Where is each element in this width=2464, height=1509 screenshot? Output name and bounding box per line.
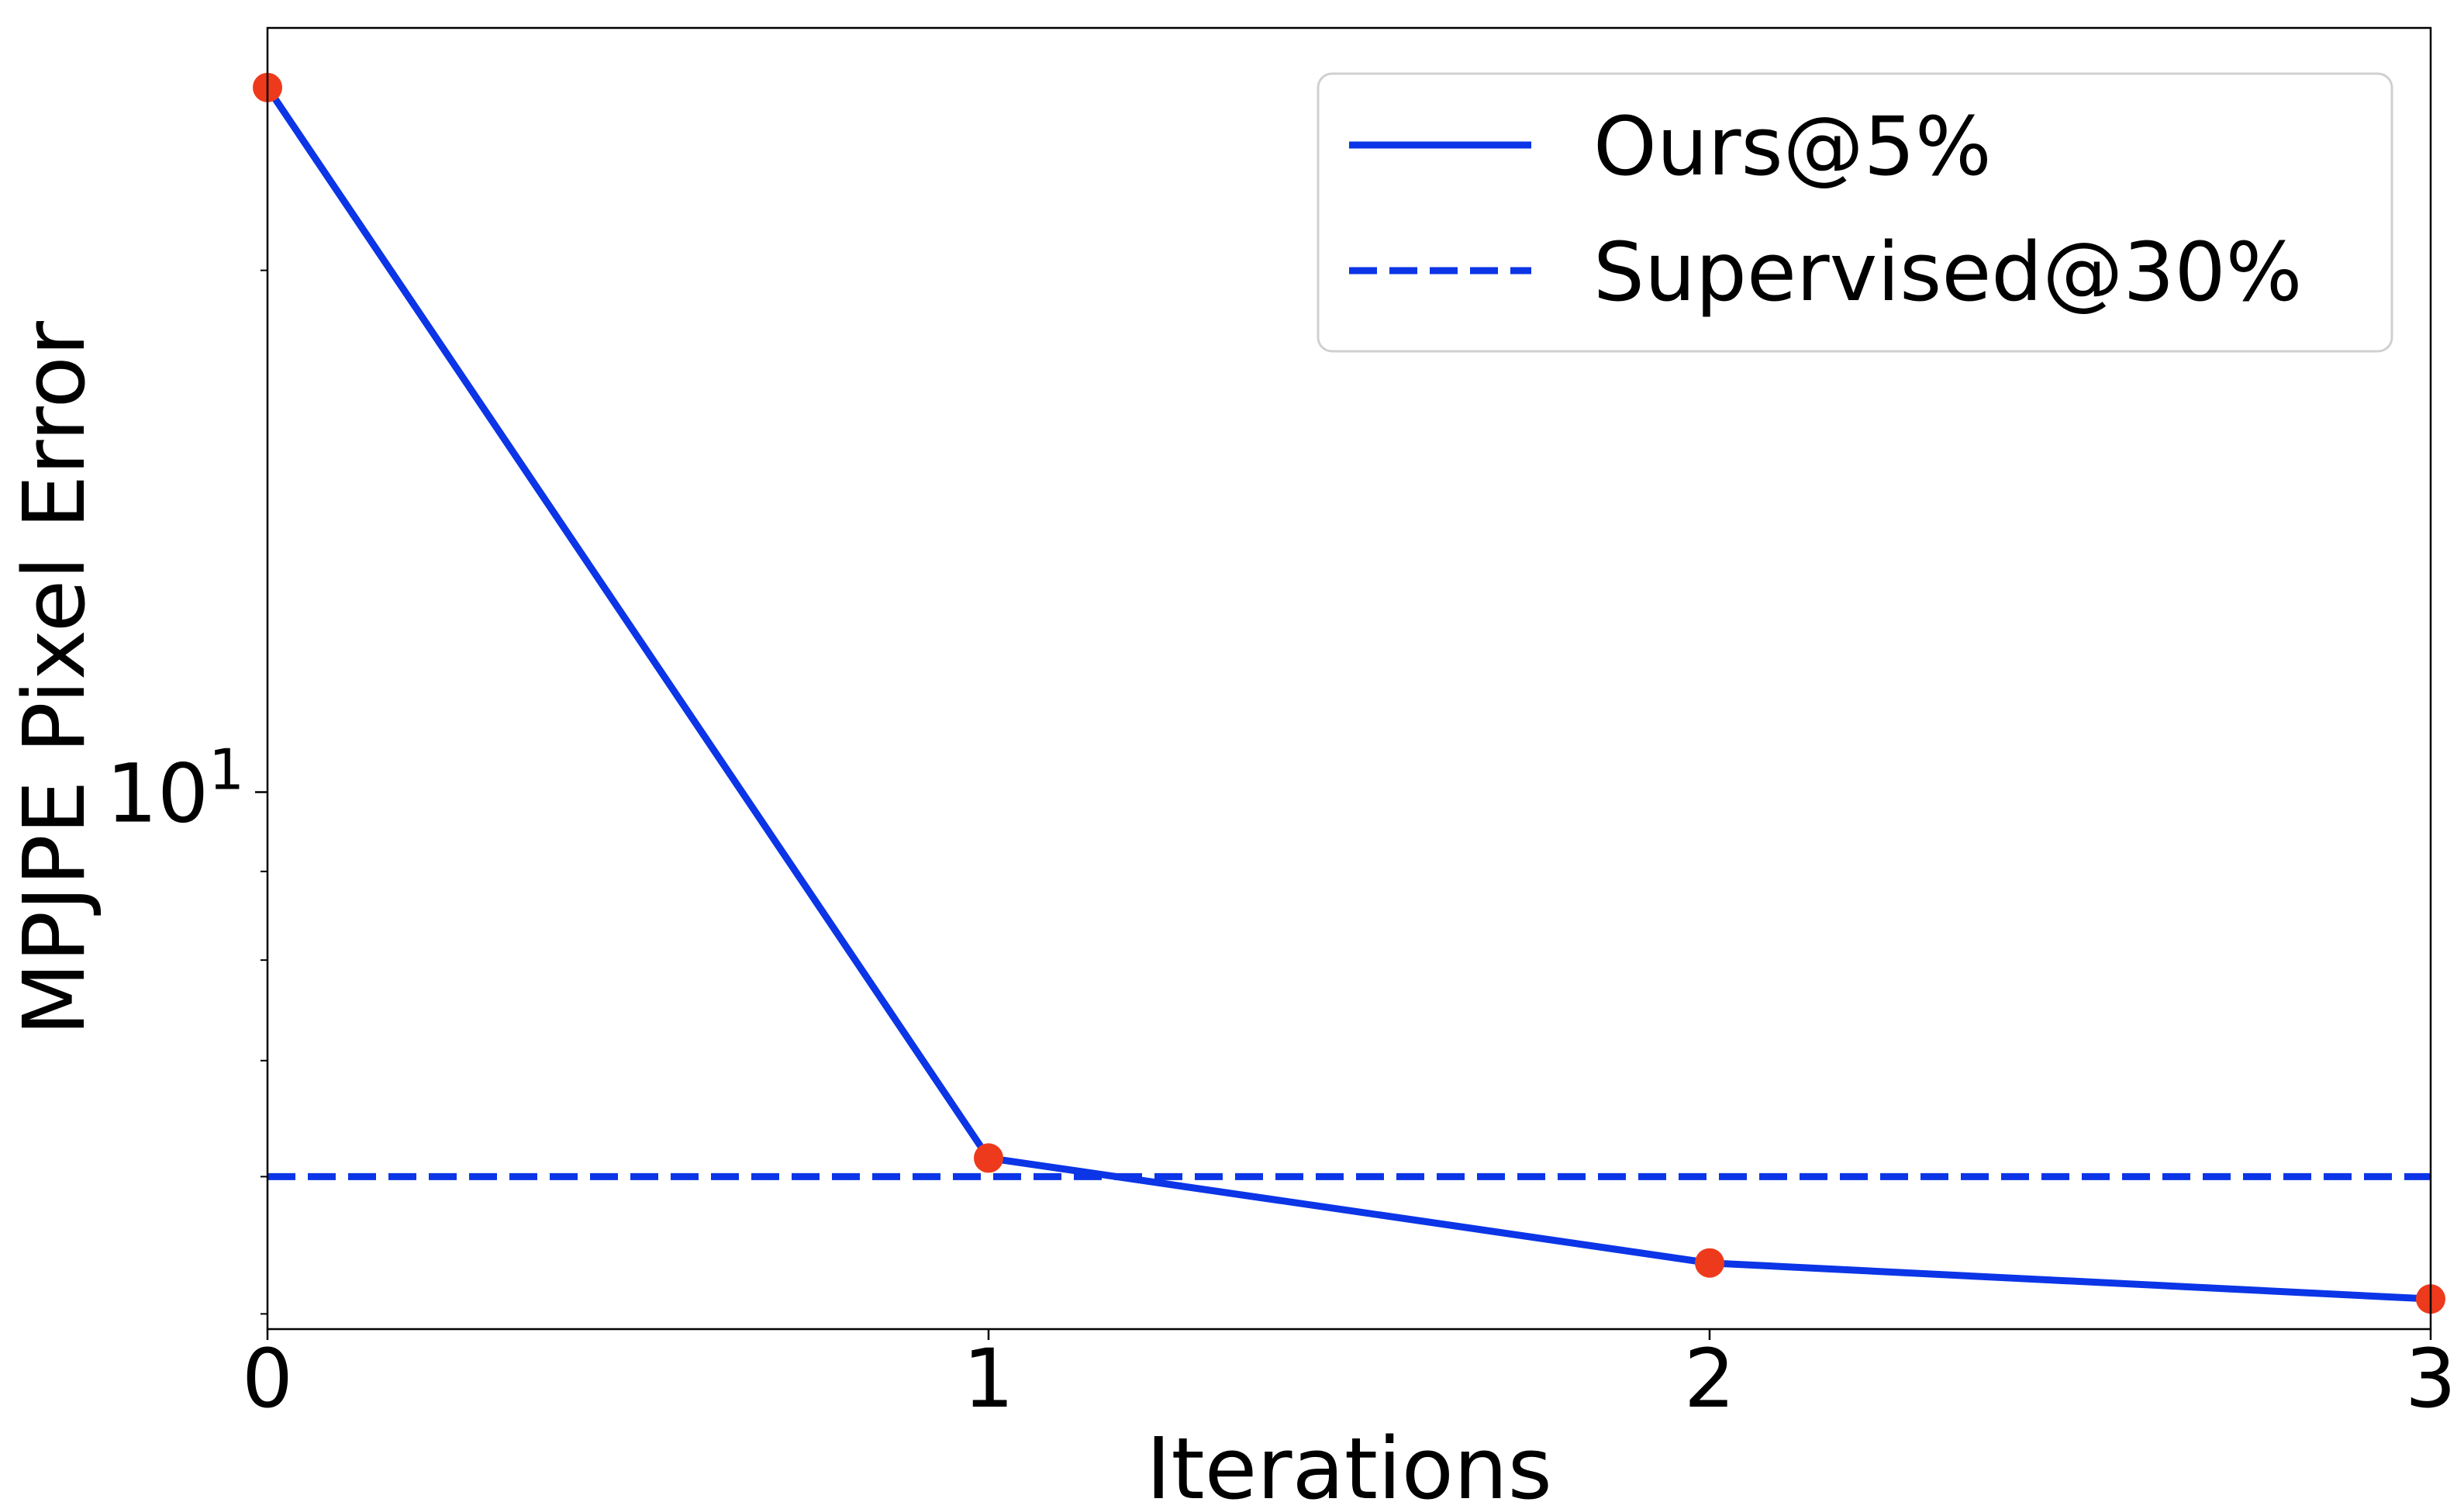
legend-box <box>1317 72 2393 353</box>
data-point-2 <box>1695 1248 1724 1278</box>
x-tick-label: 3 <box>2405 1331 2456 1426</box>
plot-frame <box>266 26 2432 1331</box>
series-line-ours <box>264 85 2431 1303</box>
x-tick-label: 1 <box>963 1331 1014 1426</box>
y-axis-label: MPJPE Pixel Error <box>5 320 104 1036</box>
x-axis-label: Iterations <box>1146 1419 1552 1509</box>
plot-area: 0 1 2 3 101 Iterations MPJPE Pixel Error <box>5 26 2456 1509</box>
legend: Ours@5% Supervised@30% <box>1317 72 2393 353</box>
data-point-1 <box>974 1143 1003 1173</box>
legend-label-supervised: Supervised@30% <box>1593 225 2302 319</box>
x-tick-label: 0 <box>242 1331 293 1426</box>
x-tick-label: 2 <box>1684 1331 1735 1426</box>
y-tick-label: 101 <box>106 737 244 841</box>
legend-label-ours: Ours@5% <box>1593 99 1992 194</box>
